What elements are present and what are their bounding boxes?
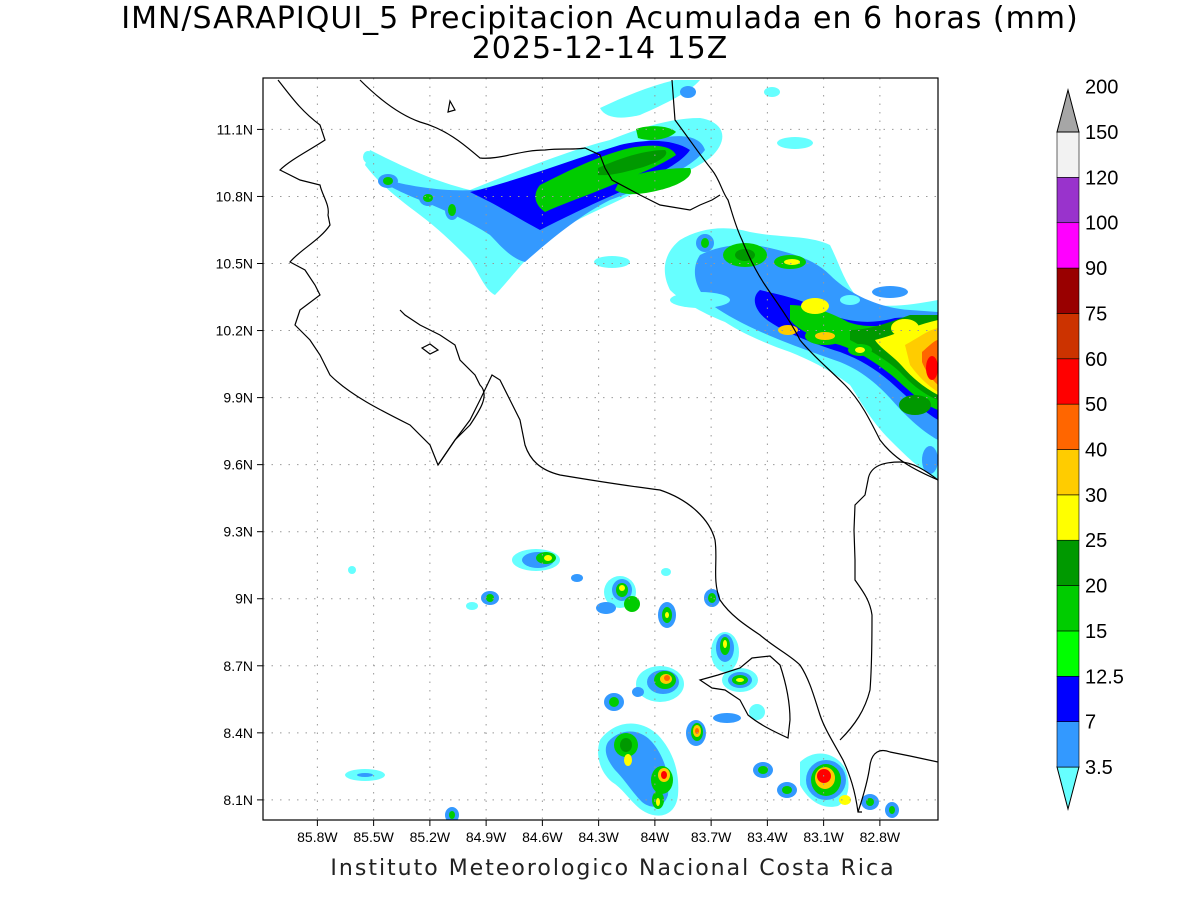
colorbar-label: 90: [1085, 258, 1107, 280]
lat-tick-label: 10.2N: [216, 323, 253, 339]
pacific-coast-south: [437, 374, 862, 813]
colorbar-label: 150: [1085, 122, 1118, 144]
lat-tick-label: 8.1N: [223, 792, 253, 808]
colorbar-swatch: [1056, 449, 1080, 496]
latitude-axis: 11.1N 10.8N 10.5N 10.2N 9.9N 9.6N 9.3N 9N 8.7N 8.…: [216, 121, 263, 808]
lon-tick-label: 83.7W: [691, 829, 732, 845]
map-valid-time: 2025-12-14 15Z: [471, 31, 729, 66]
colorbar-swatch: [1056, 222, 1080, 269]
lat-tick-label: 10.8N: [216, 188, 253, 204]
colorbar-swatch: [1056, 131, 1080, 178]
colorbar-label: 100: [1085, 213, 1118, 235]
colorbar-swatch: [1056, 585, 1080, 632]
colorbar-label: 25: [1085, 530, 1107, 552]
longitude-axis: 85.8W 85.5W 85.2W 84.9W 84.6W 84.3W 84W 83.7W 83…: [297, 820, 901, 845]
lat-tick-label: 9.6N: [223, 457, 253, 473]
lon-tick-label: 84.3W: [578, 829, 619, 845]
colorbar-label: 3.5: [1085, 757, 1113, 779]
colorbar-swatch: [1056, 494, 1080, 541]
colorbar-swatch: [1056, 313, 1080, 360]
lon-tick-label: 84W: [640, 829, 670, 845]
lon-tick-label: 82.8W: [860, 829, 901, 845]
precip-band-caribbean: [664, 228, 938, 480]
precip-cells-south: [345, 549, 899, 820]
gulf-of-nicoya-island: [420, 343, 440, 355]
caribbean-coast: [671, 79, 938, 481]
colorbar-swatch: [1056, 630, 1080, 677]
colorbar-label: 50: [1085, 394, 1107, 416]
colorbar-swatch: [1056, 721, 1080, 768]
precipitation-field: [345, 80, 938, 820]
colorbar-label: 12.5: [1085, 666, 1124, 688]
colorbar-swatch: [1056, 539, 1080, 586]
lat-tick-label: 8.7N: [223, 658, 253, 674]
lat-tick-label: 8.4N: [223, 725, 253, 741]
colorbar: 3.5 7 12.5 15 20 25 30 40 50 60 75 90 100 120 150 200: [1056, 77, 1124, 811]
lon-tick-label: 84.9W: [466, 829, 507, 845]
colorbar-label: 30: [1085, 485, 1107, 507]
lon-tick-label: 83.1W: [803, 829, 844, 845]
map-grid: [263, 78, 938, 820]
bocas-coast: [839, 461, 938, 741]
lat-tick-label: 10.5N: [216, 256, 253, 272]
colorbar-label: 20: [1085, 576, 1107, 598]
nicaragua-costa-rica-border: [359, 79, 721, 211]
lon-tick-label: 85.8W: [297, 829, 338, 845]
colorbar-label: 15: [1085, 621, 1107, 643]
lat-tick-label: 9N: [235, 591, 253, 607]
coastlines-and-borders: [277, 79, 938, 813]
colorbar-swatch: [1056, 177, 1080, 224]
lon-tick-label: 85.2W: [410, 829, 451, 845]
panama-border: [857, 749, 938, 813]
lon-tick-label: 83.4W: [747, 829, 788, 845]
colorbar-label: 200: [1085, 77, 1118, 99]
lat-tick-label: 9.9N: [223, 390, 253, 406]
colorbar-label: 60: [1085, 349, 1107, 371]
colorbar-label: 75: [1085, 303, 1107, 325]
lat-tick-label: 11.1N: [217, 121, 253, 137]
colorbar-swatch: [1056, 358, 1080, 405]
lon-tick-label: 85.5W: [353, 829, 394, 845]
colorbar-arrow-low: [1056, 766, 1080, 811]
footer-credit: Instituto Meteorologico Nacional Costa R…: [330, 856, 896, 881]
colorbar-arrow-high: [1056, 88, 1080, 133]
map-title: IMN/SARAPIQUI_5 Precipitacion Acumulada …: [121, 1, 1079, 36]
small-island: [447, 99, 456, 113]
colorbar-swatch: [1056, 403, 1080, 450]
colorbar-label: 40: [1085, 440, 1107, 462]
colorbar-label: 120: [1085, 167, 1118, 189]
colorbar-swatch: [1056, 267, 1080, 314]
colorbar-swatch: [1056, 675, 1080, 722]
osa-peninsula: [698, 655, 791, 739]
lat-tick-label: 9.3N: [223, 524, 253, 540]
map-frame: [262, 77, 939, 821]
nicaragua-lake-shore: [277, 79, 485, 467]
lon-tick-label: 84.6W: [522, 829, 563, 845]
colorbar-label: 7: [1085, 712, 1096, 734]
precip-band-north: [363, 80, 813, 295]
